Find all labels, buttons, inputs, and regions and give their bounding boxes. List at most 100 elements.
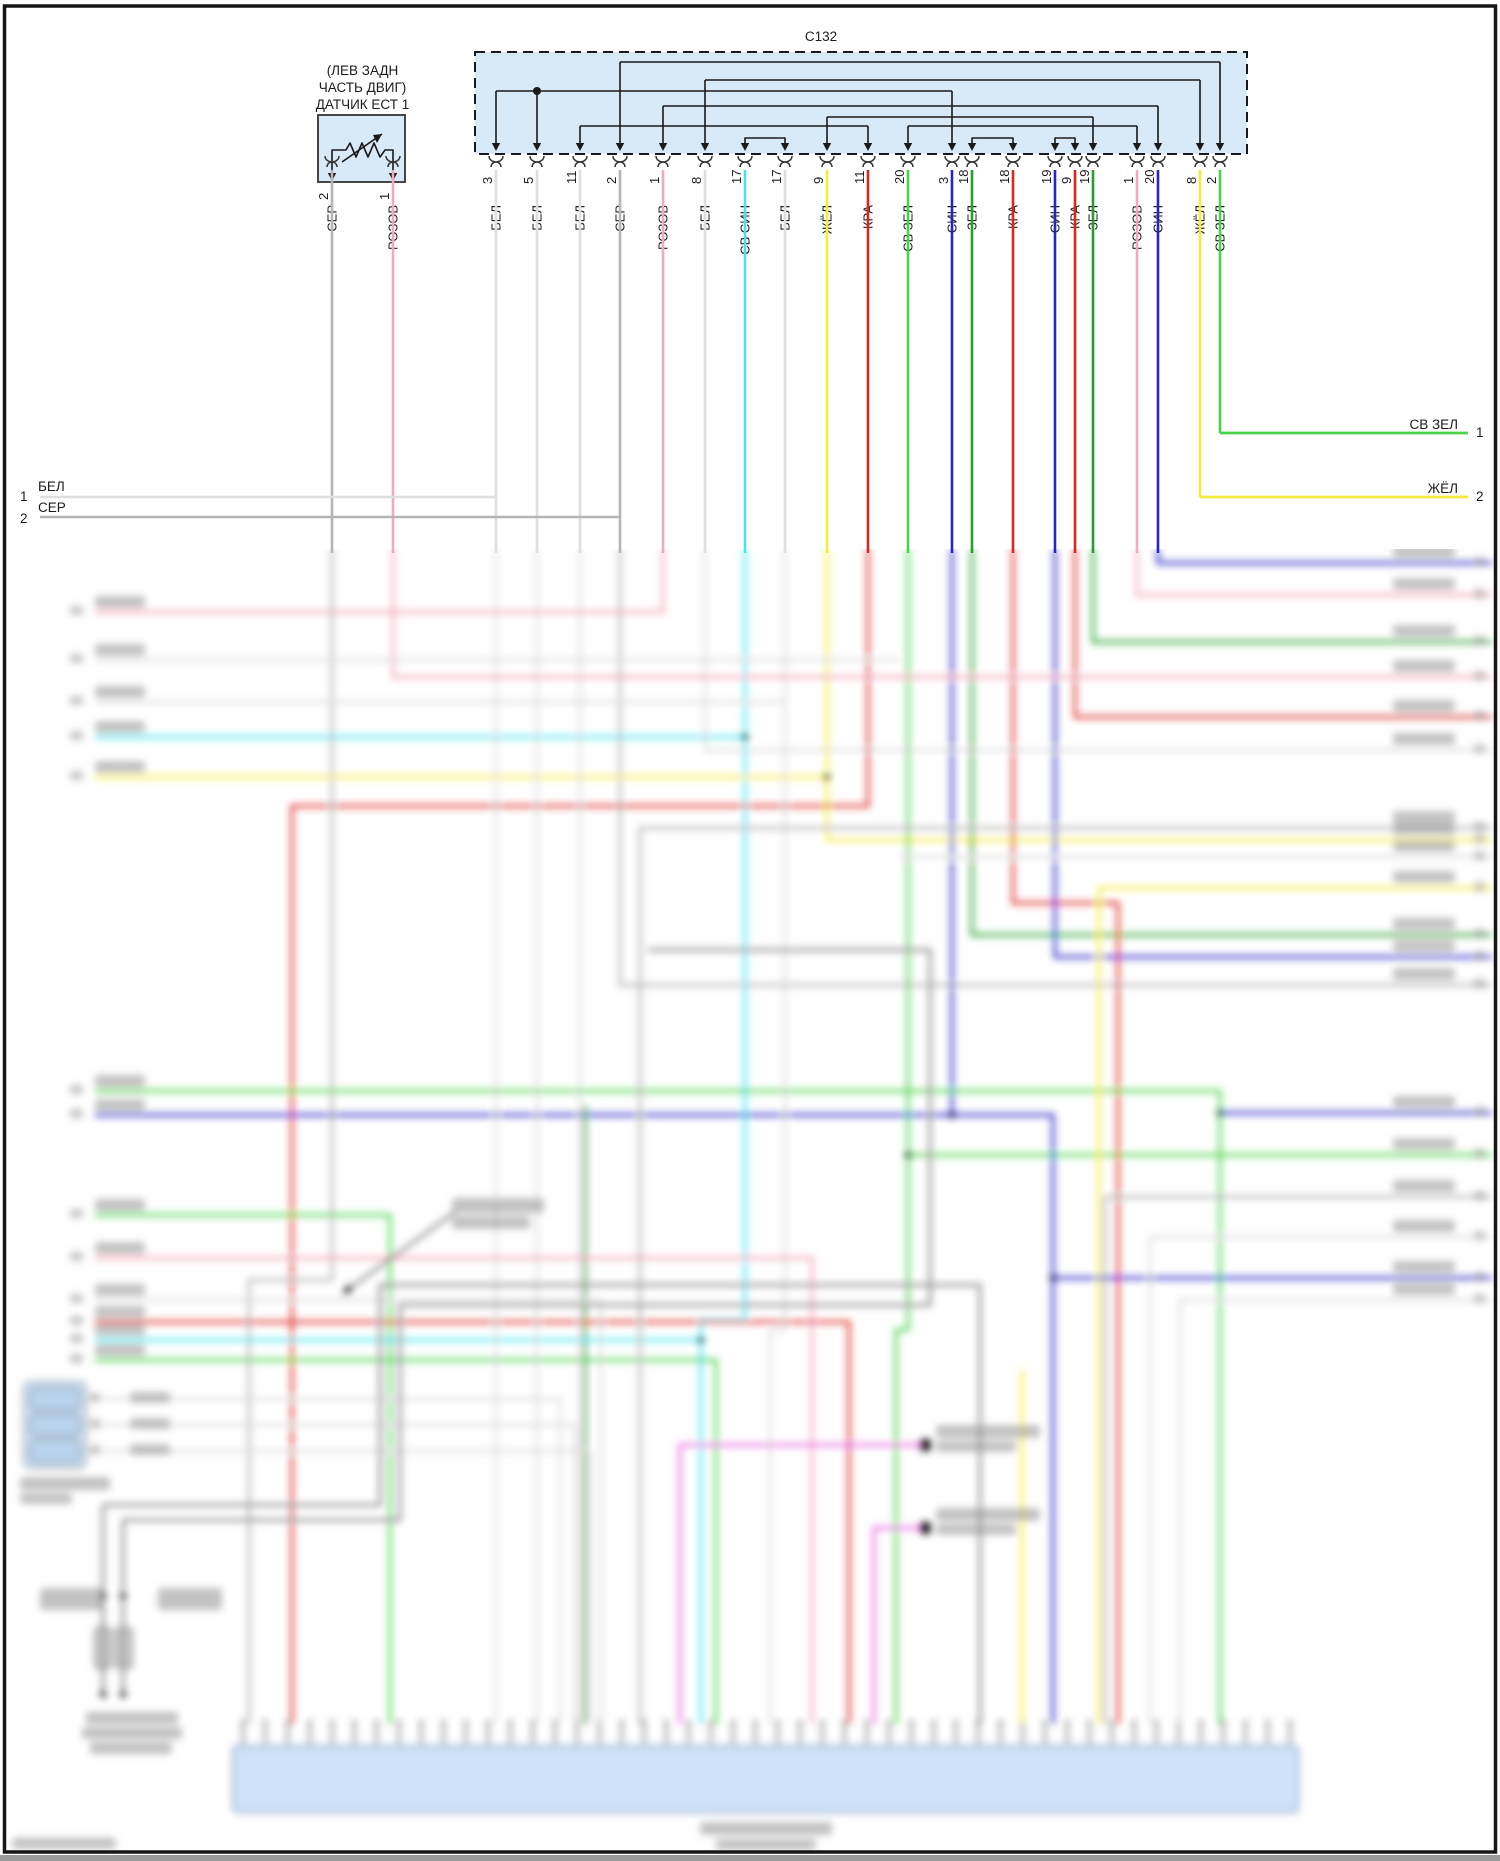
blurred-label	[1393, 1180, 1455, 1192]
page-frame	[2, 4, 1498, 1854]
arrow-down-icon	[700, 143, 710, 151]
blurred-label	[1393, 823, 1455, 835]
blurred-pin-number	[1474, 929, 1485, 938]
c132-pin-number: 1	[647, 177, 662, 184]
ecm-pin-cap	[708, 1719, 714, 1725]
blurred-wire	[1011, 549, 1120, 1724]
blurred-label	[1393, 871, 1455, 883]
ecm-pin-cap	[1065, 1719, 1070, 1725]
sensor-pin-number: 1	[377, 193, 392, 200]
ecm-pin-cap	[441, 1719, 446, 1725]
right-exit-1-num: 1	[1476, 425, 1484, 440]
blurred-wire	[95, 1256, 814, 1724]
arrow-down-icon	[967, 143, 977, 151]
ecm-pin-cap	[1287, 1719, 1293, 1725]
ecm-pin-cap	[485, 1719, 491, 1725]
blurred-label	[1393, 1261, 1455, 1273]
c132-pin-number: 9	[811, 177, 826, 184]
blurred-label	[936, 1508, 1040, 1521]
sub-connector-cavity	[29, 1387, 81, 1411]
ecm-pin-cap	[552, 1719, 558, 1725]
blurred-wire	[95, 1358, 718, 1724]
arrow-down-icon	[615, 143, 625, 151]
c132-pin-number: 3	[936, 177, 951, 184]
blurred-pin-number	[1474, 636, 1485, 645]
blurred-label	[82, 1727, 182, 1739]
ecm-pin-cap	[463, 1719, 468, 1725]
c132-pin-number: 17	[769, 170, 784, 184]
blurred-label	[90, 1419, 100, 1428]
junction-dot	[697, 1336, 705, 1344]
blurred-wire	[699, 549, 747, 1724]
junction-dot	[741, 733, 749, 741]
blurred-pin-number	[70, 1085, 83, 1094]
thermistor-arrow-icon	[373, 134, 382, 143]
ecm-pin-cap	[508, 1719, 513, 1725]
blurred-label	[95, 1199, 145, 1211]
ecm-pin-cap	[909, 1719, 914, 1725]
junction-dot	[948, 1111, 956, 1119]
blurred-pin-number	[1474, 1272, 1485, 1281]
blurred-wire	[95, 1089, 1222, 1724]
arrow-down-icon	[532, 143, 542, 151]
pin-notch	[821, 161, 833, 168]
blurred-wire	[872, 1526, 922, 1724]
blurred-pin-number	[1474, 882, 1485, 891]
blurred-wire	[768, 549, 787, 1724]
sub-connector-cavity	[29, 1439, 81, 1463]
arrow-down-icon	[1132, 143, 1142, 151]
blurred-label	[90, 1742, 172, 1754]
pin-notch	[860, 155, 876, 163]
blurred-wire	[123, 948, 932, 1522]
ecm-pin-cap	[374, 1719, 379, 1725]
arrow-down-icon	[863, 143, 873, 151]
blurred-wire	[1073, 549, 1492, 719]
blurred-label	[936, 1425, 1040, 1438]
ecm-pin-cap	[641, 1719, 647, 1725]
c132-pin-number: 1	[1121, 177, 1136, 184]
ecm-pin-cap	[619, 1719, 624, 1725]
blurred-label	[130, 1444, 170, 1455]
ecm-pin-cap	[1131, 1719, 1137, 1725]
blurred-pin-number	[1474, 711, 1485, 720]
c132-pin-number: 9	[1059, 177, 1074, 184]
pin-notch	[946, 161, 958, 168]
blurred-wire	[703, 549, 1492, 752]
blurred-label	[12, 1838, 116, 1849]
ecm-pin-cap	[285, 1719, 290, 1725]
ecm-pin-cap	[953, 1719, 959, 1725]
c132-internal-bridge	[1054, 137, 1076, 146]
blurred-label	[1393, 811, 1455, 823]
leader-line	[341, 1210, 456, 1296]
blurred-wire	[95, 549, 665, 614]
arrow-down-icon	[903, 143, 913, 151]
arrow-down-icon	[1008, 143, 1018, 151]
arrow-down-icon	[1153, 143, 1163, 151]
arrow-down-icon	[1195, 143, 1205, 151]
right-exit-2-wire: ЖЁЛ	[1427, 481, 1458, 496]
pin-notch	[739, 161, 751, 168]
pin-notch	[1069, 161, 1081, 168]
pin-notch	[966, 161, 978, 168]
arrow-down-icon	[740, 143, 750, 151]
blurred-lower-region	[12, 549, 1492, 1850]
ecm-pin-cap	[1220, 1719, 1226, 1725]
pin-notch	[1007, 161, 1019, 168]
c132-pin-number: 2	[1204, 177, 1219, 184]
ect-sensor-label: (ЛЕВ ЗАДН ЧАСТЬ ДВИГ) ДАТЧИК ЕСТ 1	[300, 62, 425, 113]
arrow-down-icon	[1215, 143, 1225, 151]
blurred-label	[1393, 549, 1455, 558]
pin-notch	[1131, 161, 1143, 168]
c132-pin-number: 8	[689, 177, 704, 184]
blurred-label	[716, 1839, 816, 1850]
connector-c132-title: C132	[804, 29, 838, 44]
pin-notch	[964, 155, 980, 163]
blurred-pin-number	[1474, 951, 1485, 960]
ecm-pin-cap	[352, 1719, 357, 1725]
junction-dot	[904, 1151, 912, 1159]
blurred-label	[95, 1075, 145, 1087]
junction-dot	[119, 1690, 127, 1698]
c132-pin-number: 8	[1184, 177, 1199, 184]
blurred-wire	[95, 1213, 392, 1724]
